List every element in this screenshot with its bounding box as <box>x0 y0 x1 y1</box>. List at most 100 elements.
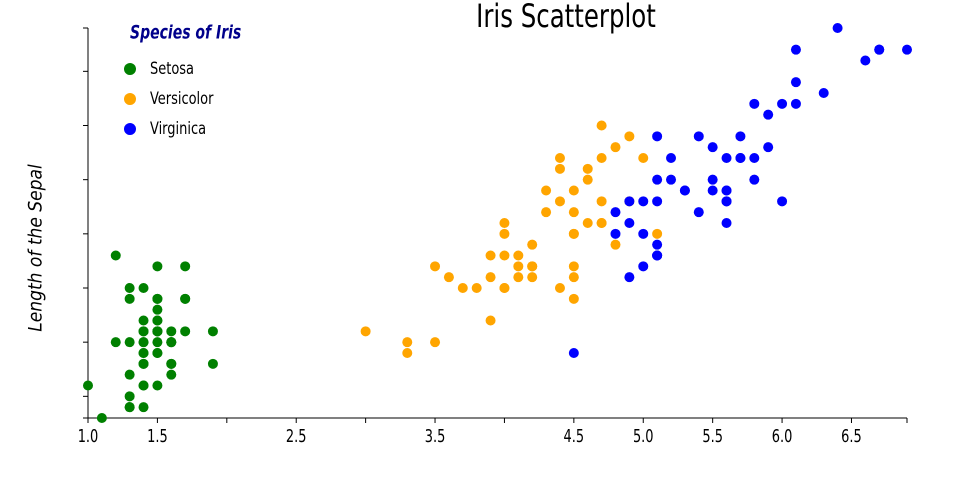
point <box>152 315 163 326</box>
point <box>652 196 663 207</box>
point <box>124 402 135 413</box>
point <box>152 304 163 315</box>
point <box>624 218 635 228</box>
point <box>568 293 579 304</box>
point <box>166 358 177 369</box>
y-axis-label: Length of the Sepal <box>25 164 47 332</box>
point <box>402 337 413 348</box>
point <box>152 348 163 358</box>
chart-title: Iris Scatterplot <box>476 0 656 36</box>
point <box>541 185 552 196</box>
point <box>138 380 149 391</box>
point <box>83 380 93 391</box>
point <box>124 283 135 293</box>
point <box>749 98 760 109</box>
legend-marker <box>124 93 136 105</box>
point <box>777 196 788 207</box>
point <box>624 196 635 207</box>
point <box>110 337 121 348</box>
point <box>652 131 663 142</box>
point <box>790 98 801 109</box>
point <box>152 380 163 391</box>
point <box>568 228 579 239</box>
point <box>554 163 565 174</box>
point <box>721 196 732 207</box>
point <box>485 315 496 326</box>
point <box>166 369 177 380</box>
point <box>860 55 871 66</box>
point <box>638 261 649 272</box>
point <box>110 250 121 261</box>
point <box>610 142 621 153</box>
point <box>707 185 718 196</box>
point <box>457 283 468 293</box>
point <box>513 250 524 261</box>
point <box>485 272 496 283</box>
point <box>443 272 454 283</box>
legend-marker <box>124 123 136 135</box>
point <box>638 153 649 163</box>
point <box>360 326 371 337</box>
point <box>138 358 149 369</box>
x-tick-label: 3.5 <box>425 425 446 446</box>
point <box>582 218 593 228</box>
point <box>152 261 163 272</box>
point <box>527 239 538 250</box>
x-tick-label: 5.5 <box>702 425 723 446</box>
point <box>763 142 774 153</box>
point <box>652 228 663 239</box>
point <box>124 369 135 380</box>
point <box>652 239 663 250</box>
point <box>568 207 579 218</box>
point <box>721 185 732 196</box>
point <box>499 250 510 261</box>
point <box>596 120 607 131</box>
point <box>180 293 191 304</box>
point <box>777 98 788 109</box>
legend-label: Virginica <box>150 118 206 138</box>
point <box>832 23 843 33</box>
point <box>554 153 565 163</box>
point <box>610 239 621 250</box>
point <box>499 228 510 239</box>
point <box>596 218 607 228</box>
point <box>402 348 413 358</box>
point <box>721 218 732 228</box>
point <box>207 358 218 369</box>
point <box>638 228 649 239</box>
point <box>693 207 704 218</box>
point <box>666 153 677 163</box>
point <box>124 337 135 348</box>
point <box>582 174 593 185</box>
point <box>527 272 538 283</box>
point <box>499 283 510 293</box>
point <box>138 402 149 413</box>
point <box>138 315 149 326</box>
point <box>471 283 482 293</box>
point <box>582 163 593 174</box>
point <box>485 250 496 261</box>
point <box>763 109 774 120</box>
point <box>499 218 510 228</box>
point <box>180 326 191 337</box>
point <box>138 337 149 348</box>
point <box>166 326 177 337</box>
point <box>554 283 565 293</box>
point <box>735 131 746 142</box>
point <box>818 88 829 98</box>
point <box>430 261 441 272</box>
point <box>610 207 621 218</box>
point <box>430 337 441 348</box>
legend-marker <box>124 63 136 75</box>
point <box>666 174 677 185</box>
point <box>638 196 649 207</box>
x-tick-label: 6.5 <box>841 425 862 446</box>
point <box>790 44 801 55</box>
point <box>513 272 524 283</box>
point <box>721 153 732 163</box>
point <box>138 348 149 358</box>
x-tick-label: 1.0 <box>78 425 99 446</box>
point <box>513 261 524 272</box>
point <box>707 142 718 153</box>
